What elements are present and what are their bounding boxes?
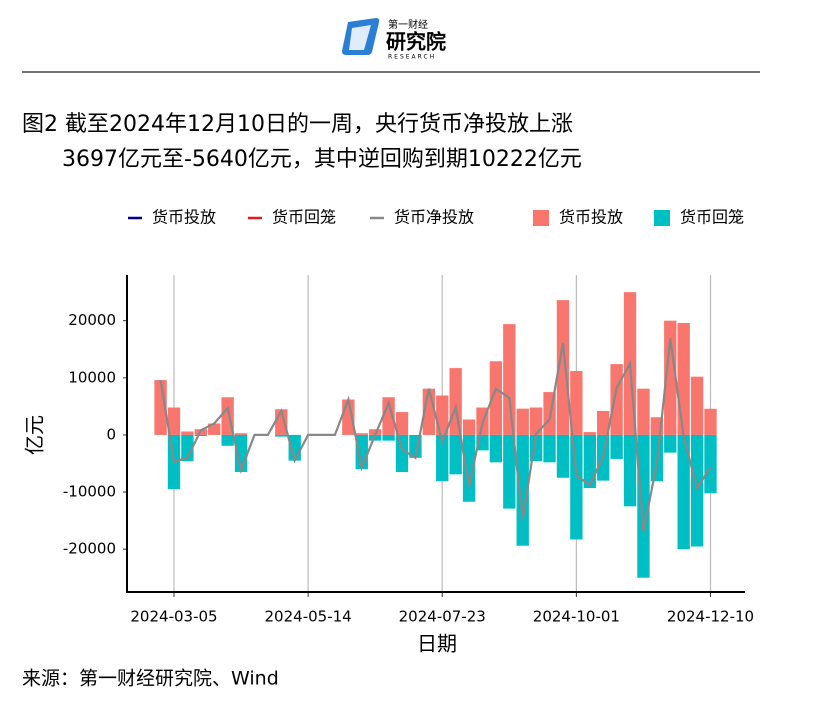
chart-title: 3697亿元至-5640亿元，其中逆回购到期10222亿元 bbox=[62, 147, 582, 172]
bar bbox=[583, 434, 596, 489]
legend-label: 货币回笼 bbox=[272, 208, 336, 227]
logo-top: 第一财经 bbox=[388, 18, 428, 31]
legend-swatch bbox=[533, 210, 549, 226]
bar bbox=[623, 434, 637, 507]
bar bbox=[382, 434, 395, 441]
y-tick-label: 20000 bbox=[68, 311, 116, 329]
bar bbox=[167, 407, 181, 435]
legend-label: 货币净投放 bbox=[394, 208, 474, 227]
bar bbox=[597, 410, 610, 435]
bar bbox=[664, 434, 677, 453]
bar bbox=[234, 433, 248, 435]
bar bbox=[503, 434, 516, 509]
y-tick-label: 10000 bbox=[68, 368, 116, 386]
bar bbox=[664, 320, 677, 435]
bar bbox=[503, 324, 516, 435]
bar bbox=[208, 423, 221, 435]
bar bbox=[489, 361, 503, 435]
bar bbox=[489, 434, 503, 463]
legend-label: 货币回笼 bbox=[680, 208, 744, 227]
bar bbox=[449, 368, 462, 435]
bar bbox=[462, 434, 476, 502]
bar bbox=[221, 434, 234, 446]
net-line bbox=[159, 338, 712, 532]
bar bbox=[516, 408, 529, 435]
chart-title: 图2 截至2024年12月10日的一周，央行货币净投放上涨 bbox=[22, 112, 573, 137]
logo: 第一财经 研究院 RESEARCH bbox=[342, 18, 446, 61]
bar bbox=[543, 434, 556, 463]
x-tick-label: 2024-12-10 bbox=[667, 608, 754, 626]
bar bbox=[677, 322, 690, 435]
bar bbox=[704, 408, 717, 435]
x-tick-label: 2024-07-23 bbox=[399, 608, 486, 626]
bar bbox=[181, 434, 194, 462]
legend-label: 货币投放 bbox=[152, 208, 216, 227]
source-note: 来源：第一财经研究院、Wind bbox=[22, 668, 279, 690]
legend-swatch bbox=[654, 210, 670, 226]
bar bbox=[690, 434, 704, 547]
bar bbox=[181, 431, 194, 435]
bar bbox=[369, 429, 382, 435]
bar bbox=[395, 412, 409, 435]
bar bbox=[690, 376, 704, 435]
bar bbox=[610, 364, 623, 435]
bar bbox=[583, 432, 596, 435]
y-axis-label: 亿元 bbox=[23, 415, 47, 455]
bar bbox=[395, 434, 409, 473]
bar bbox=[194, 434, 207, 437]
x-tick-label: 2024-10-01 bbox=[533, 608, 620, 626]
bar bbox=[677, 434, 690, 550]
bar bbox=[436, 395, 449, 435]
y-tick-label: -10000 bbox=[63, 483, 116, 501]
bar bbox=[462, 419, 476, 435]
bar bbox=[637, 434, 650, 578]
legend-label: 货币投放 bbox=[559, 208, 623, 227]
bar bbox=[275, 434, 288, 437]
bar bbox=[570, 434, 583, 540]
bar bbox=[610, 434, 623, 459]
bar bbox=[516, 434, 529, 546]
y-tick-label: 0 bbox=[106, 425, 116, 443]
bar bbox=[570, 370, 583, 435]
bar bbox=[382, 397, 395, 435]
logo-main: 研究院 bbox=[386, 30, 446, 54]
x-tick-label: 2024-03-05 bbox=[130, 608, 217, 626]
bar bbox=[436, 434, 449, 482]
bar bbox=[704, 434, 717, 494]
bar bbox=[529, 407, 543, 435]
bar bbox=[449, 434, 462, 475]
bar bbox=[556, 434, 570, 478]
logo-sub: RESEARCH bbox=[388, 54, 436, 61]
bar bbox=[556, 300, 570, 435]
bar bbox=[637, 388, 650, 435]
x-axis-label: 日期 bbox=[417, 632, 457, 656]
logo-icon-inner bbox=[349, 25, 371, 50]
x-tick-label: 2024-05-14 bbox=[265, 608, 352, 626]
bar bbox=[355, 433, 368, 435]
y-tick-label: -20000 bbox=[63, 540, 116, 558]
